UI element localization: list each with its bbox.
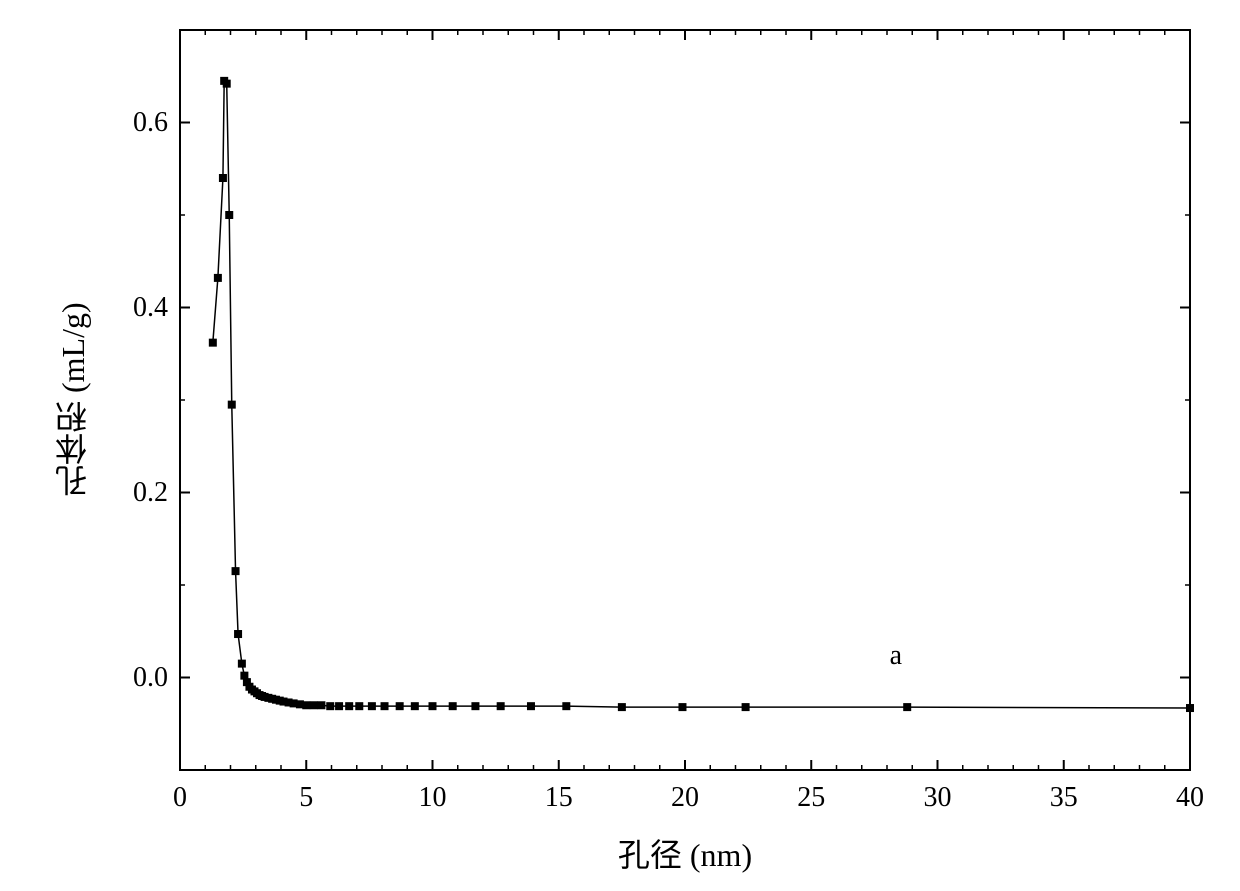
x-tick-label: 20 bbox=[655, 782, 715, 814]
x-axis-label: 孔径 (nm) bbox=[585, 830, 785, 876]
chart-svg bbox=[0, 0, 1240, 891]
x-tick-label: 15 bbox=[529, 782, 589, 814]
x-tick-label: 0 bbox=[150, 782, 210, 814]
x-tick-label: 40 bbox=[1160, 782, 1220, 814]
chart-container: 孔体积 (mL/g) 孔径 (nm) a 0 5 10 15 20 25 30 35 40 0.0… bbox=[0, 0, 1240, 891]
x-tick-label: 5 bbox=[276, 782, 336, 814]
y-tick-label: 0.6 bbox=[108, 107, 168, 139]
y-tick-label: 0.4 bbox=[108, 292, 168, 324]
x-tick-label: 35 bbox=[1034, 782, 1094, 814]
x-tick-label: 30 bbox=[908, 782, 968, 814]
x-tick-label: 10 bbox=[403, 782, 463, 814]
x-tick-label: 25 bbox=[781, 782, 841, 814]
y-axis-label: 孔体积 (mL/g) bbox=[50, 280, 96, 520]
series-annotation: a bbox=[890, 640, 902, 672]
y-tick-label: 0.2 bbox=[108, 477, 168, 509]
y-tick-label: 0.0 bbox=[108, 662, 168, 694]
